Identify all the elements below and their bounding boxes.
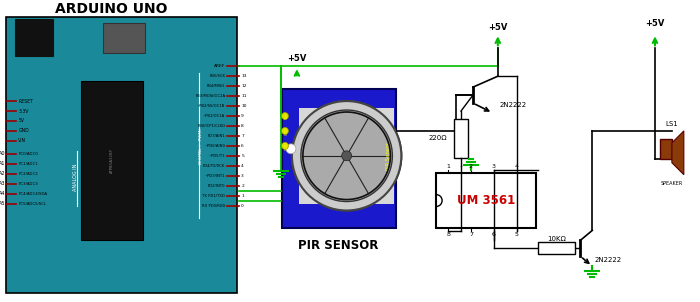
Text: A2: A2 <box>0 171 6 176</box>
Circle shape <box>301 110 393 201</box>
Text: PIR SENSOR: PIR SENSOR <box>298 239 379 252</box>
Text: A5: A5 <box>0 201 6 206</box>
Circle shape <box>281 113 288 120</box>
Bar <box>299 108 394 204</box>
Text: 10KΩ: 10KΩ <box>547 236 566 242</box>
Text: 3.3V: 3.3V <box>18 108 29 114</box>
Circle shape <box>286 144 296 154</box>
Text: 5V: 5V <box>18 118 25 124</box>
Bar <box>103 24 145 53</box>
Text: 9: 9 <box>241 114 244 118</box>
Text: PB4/MISO: PB4/MISO <box>207 84 225 88</box>
Text: 8: 8 <box>241 124 244 128</box>
Text: 5: 5 <box>241 154 244 158</box>
Text: 4: 4 <box>514 164 519 169</box>
Text: ~PD6/AIN0: ~PD6/AIN0 <box>204 144 225 148</box>
Text: A1: A1 <box>0 161 6 166</box>
Text: A3: A3 <box>0 181 6 186</box>
Text: AREF: AREF <box>214 64 225 68</box>
Text: ATMEGA328P: ATMEGA328P <box>110 148 114 173</box>
Text: ANALOG IN: ANALOG IN <box>73 164 78 191</box>
Text: PB5/SCK: PB5/SCK <box>209 74 225 78</box>
Text: 7: 7 <box>241 134 244 138</box>
Text: +5V: +5V <box>488 23 508 32</box>
Bar <box>454 119 468 158</box>
Text: 1: 1 <box>446 164 450 169</box>
Text: 4: 4 <box>241 164 244 168</box>
Text: 5: 5 <box>514 232 519 237</box>
Text: GND: GND <box>18 128 29 133</box>
Text: LS1: LS1 <box>666 121 678 127</box>
Circle shape <box>281 142 288 149</box>
Text: +5V: +5V <box>287 54 307 63</box>
Text: 11: 11 <box>241 94 246 98</box>
Bar <box>660 139 672 159</box>
Bar <box>538 242 575 254</box>
Text: 7: 7 <box>469 232 473 237</box>
Text: 0: 0 <box>241 204 244 207</box>
Text: DIGITAL (~PWM): DIGITAL (~PWM) <box>199 128 204 164</box>
Text: PD4/T0/XCK: PD4/T0/XCK <box>203 164 225 168</box>
Text: 10: 10 <box>241 104 246 108</box>
Text: Vcc: Vcc <box>285 113 289 119</box>
Text: PB3/MOSI/OC2A: PB3/MOSI/OC2A <box>195 94 225 98</box>
Text: 2: 2 <box>241 184 244 188</box>
Text: PIR Sensor: PIR Sensor <box>386 142 391 170</box>
Text: 8: 8 <box>446 232 450 237</box>
Text: ~PD3/INT1: ~PD3/INT1 <box>204 174 225 178</box>
Text: ARDUINO UNO: ARDUINO UNO <box>55 2 167 16</box>
Text: 6: 6 <box>492 232 496 237</box>
Bar <box>282 89 396 228</box>
Text: ~PD5/T1: ~PD5/T1 <box>209 154 225 158</box>
Circle shape <box>342 151 351 161</box>
Text: OUT: OUT <box>285 127 289 135</box>
Text: PC1/ADC1: PC1/ADC1 <box>18 162 38 166</box>
Circle shape <box>281 127 288 134</box>
Bar <box>6 17 237 293</box>
Text: TX PD1/TXD: TX PD1/TXD <box>202 194 225 198</box>
Text: PC0/ADC0: PC0/ADC0 <box>18 152 38 156</box>
Text: RX PD0/RXD: RX PD0/RXD <box>202 204 225 207</box>
Text: ~PB1/OC1A: ~PB1/OC1A <box>203 114 225 118</box>
Text: ~PB2/SS/OC1B: ~PB2/SS/OC1B <box>197 104 225 108</box>
Text: PD2/INT0: PD2/INT0 <box>208 184 225 188</box>
Text: GND: GND <box>285 141 289 150</box>
Text: 220Ω: 220Ω <box>428 135 447 141</box>
Text: PC3/ADC3: PC3/ADC3 <box>18 182 38 186</box>
Circle shape <box>292 101 401 210</box>
Text: 2N2222: 2N2222 <box>500 102 527 108</box>
Text: 3: 3 <box>241 174 244 178</box>
Text: 2N2222: 2N2222 <box>594 257 622 263</box>
Text: 3: 3 <box>492 164 496 169</box>
Bar <box>15 18 53 56</box>
Text: A4: A4 <box>0 191 6 196</box>
Circle shape <box>292 101 401 210</box>
Text: PD7/AIN1: PD7/AIN1 <box>207 134 225 138</box>
Text: PC2/ADC2: PC2/ADC2 <box>18 172 38 176</box>
Text: A0: A0 <box>0 151 6 156</box>
Text: +5V: +5V <box>645 19 665 28</box>
Text: PC4/ADC4/SDA: PC4/ADC4/SDA <box>18 191 48 196</box>
Text: 2: 2 <box>469 164 473 169</box>
Text: PC5/ADC5/SCL: PC5/ADC5/SCL <box>18 201 46 206</box>
Text: RESET: RESET <box>18 98 34 104</box>
Polygon shape <box>672 131 684 175</box>
Text: SPEAKER: SPEAKER <box>661 181 683 186</box>
Text: 6: 6 <box>241 144 244 148</box>
Text: VIN: VIN <box>18 138 27 143</box>
Bar <box>436 173 536 228</box>
Text: UM 3561: UM 3561 <box>457 194 515 207</box>
Text: 12: 12 <box>241 84 246 88</box>
Bar <box>81 81 143 240</box>
Text: PB0/ICP1/CLKO: PB0/ICP1/CLKO <box>197 124 225 128</box>
Text: 1: 1 <box>241 194 244 198</box>
Text: 13: 13 <box>241 74 246 78</box>
